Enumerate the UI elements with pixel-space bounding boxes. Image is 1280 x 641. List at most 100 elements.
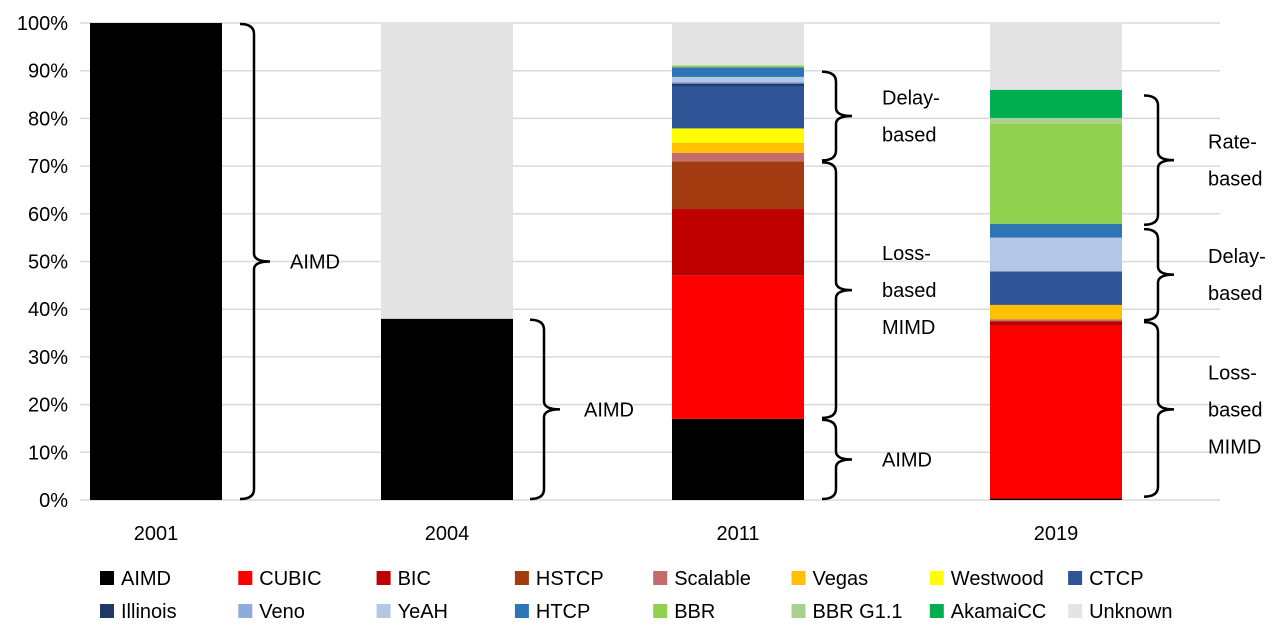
annotation-label: MIMD: [1208, 436, 1261, 458]
annotation-label: Delay-: [882, 88, 940, 110]
brace-annotation: [529, 318, 561, 501]
bar-segment-vegas: [990, 304, 1122, 320]
annotation-label: Delay-: [1208, 246, 1266, 268]
annotation-label: based: [1208, 169, 1263, 191]
legend-label: YeAH: [398, 601, 448, 623]
legend-label: Veno: [259, 601, 305, 623]
bar-segment-ctcp: [672, 85, 804, 129]
x-tick-label: 2011: [716, 523, 759, 545]
bar-segment-unknown: [672, 22, 804, 66]
annotation-label: MIMD: [882, 317, 935, 339]
annotation-label: AIMD: [882, 449, 932, 471]
y-tick-label: 90%: [28, 61, 68, 83]
legend-swatch: [653, 604, 668, 618]
brace-annotation: [1143, 94, 1175, 226]
legend-label: Scalable: [674, 568, 751, 590]
bar-segment-cubic: [672, 275, 804, 419]
y-tick-label: 80%: [28, 108, 68, 130]
annotation-label: Rate-: [1208, 132, 1257, 154]
bar-segment-cubic: [990, 325, 1122, 499]
y-tick-label: 40%: [28, 299, 68, 321]
bar-segment-akamaicc: [990, 89, 1122, 118]
legend-label: Illinois: [121, 601, 177, 623]
y-tick-label: 70%: [28, 156, 68, 178]
bar-segment-yeah: [990, 237, 1122, 272]
bar-segment-illinois: [672, 83, 804, 86]
legend-label: Unknown: [1089, 601, 1172, 623]
bar-segment-unknown: [990, 23, 1122, 90]
legend-swatch: [100, 604, 114, 618]
brace-annotation: [1143, 320, 1175, 498]
bar-segment-hstcp: [990, 320, 1122, 322]
legend-label: AkamaiCC: [951, 601, 1047, 623]
legend-label: HTCP: [536, 601, 590, 623]
bar-segment-bic: [672, 209, 804, 276]
y-tick-label: 30%: [28, 347, 68, 369]
legend-swatch: [929, 604, 944, 618]
annotation-label: based: [882, 125, 937, 147]
bar-segment-westwood: [672, 128, 804, 143]
brace-annotation: [239, 22, 271, 501]
x-tick-label: 2001: [134, 523, 179, 545]
legend-swatch: [791, 604, 806, 618]
bar-segment-bic: [990, 321, 1122, 326]
bar-segment-aimd: [90, 23, 222, 500]
annotation-label: Loss-: [882, 243, 931, 265]
annotation-label: AIMD: [290, 252, 340, 274]
bar-segment-bbr: [672, 65, 804, 68]
legend-label: Westwood: [951, 568, 1044, 590]
legend-swatch: [100, 571, 114, 585]
legend-label: AIMD: [121, 568, 171, 590]
legend-swatch: [238, 571, 253, 585]
x-tick-label: 2019: [1034, 523, 1079, 545]
x-tick-label: 2004: [425, 523, 470, 545]
annotation-label: based: [1208, 399, 1263, 421]
legend-swatch: [1068, 571, 1083, 585]
legend-swatch: [376, 604, 391, 618]
bar-segment-aimd: [381, 318, 513, 500]
brace-annotation: [821, 418, 853, 501]
bar-segment-scalable: [990, 319, 1122, 321]
legend-swatch: [238, 604, 253, 618]
legend-label: CTCP: [1089, 568, 1143, 590]
bar-segment-bbr: [990, 123, 1122, 224]
bar-segment-hstcp: [672, 161, 804, 210]
y-tick-label: 100%: [17, 13, 68, 35]
bar-segment-yeah: [672, 76, 804, 82]
annotation-label: AIMD: [584, 399, 634, 421]
legend-label: BIC: [398, 568, 431, 590]
y-tick-label: 0%: [39, 490, 68, 512]
y-tick-label: 10%: [28, 442, 68, 464]
legend-swatch: [1068, 604, 1083, 618]
bar-segment-htcp: [990, 223, 1122, 238]
bar-segment-ctcp: [990, 271, 1122, 305]
annotation-label: Loss-: [1208, 362, 1257, 384]
annotation-label: based: [1208, 283, 1263, 305]
legend-swatch: [376, 571, 391, 585]
legend-swatch: [791, 571, 806, 585]
y-tick-label: 20%: [28, 395, 68, 417]
legend-label: HSTCP: [536, 568, 604, 590]
legend-label: BBR G1.1: [813, 601, 903, 623]
brace-annotation: [821, 161, 853, 420]
bar-segment-aimd: [990, 498, 1122, 500]
bar-segment-vegas: [672, 142, 804, 153]
y-tick-label: 60%: [28, 204, 68, 226]
legend-swatch: [514, 571, 529, 585]
legend-swatch: [514, 604, 529, 618]
bar-segment-scalable: [672, 152, 804, 162]
legend-swatch: [929, 571, 944, 585]
bar-segment-htcp: [672, 67, 804, 77]
bar-segment-bbr-g1-1: [990, 117, 1122, 124]
bar-segment-aimd: [672, 418, 804, 500]
legend-label: BBR: [674, 601, 715, 623]
legend-label: Vegas: [813, 568, 869, 590]
y-tick-label: 50%: [28, 252, 68, 274]
brace-annotation: [821, 70, 853, 162]
legend-swatch: [653, 571, 668, 585]
bar-segment-veno: [672, 81, 804, 84]
annotation-label: based: [882, 280, 937, 302]
bar-segment-unknown: [381, 23, 513, 319]
brace-annotation: [1143, 227, 1175, 322]
